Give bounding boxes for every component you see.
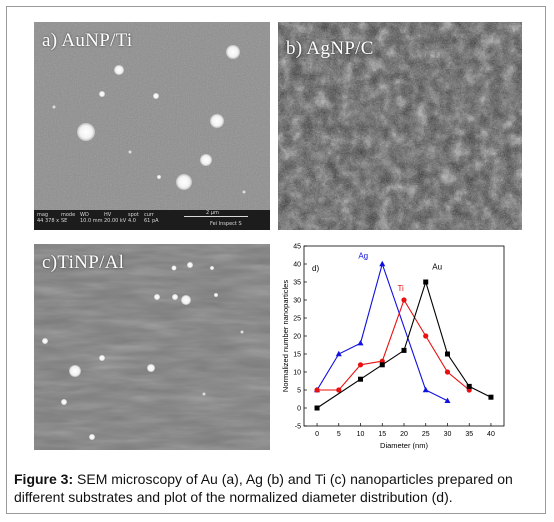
diameter-distribution-chart: 0 5 10 15 20 25 30 35 40 -5 0 5 10 15 20 25 30 35 40 45 Diam…: [276, 238, 516, 460]
x-tick-label: 20: [400, 431, 408, 438]
data-point-au: [379, 362, 385, 368]
sem-image-a-graphic: [34, 22, 270, 230]
info-key: WD: [80, 212, 89, 218]
data-point-au: [314, 405, 320, 411]
y-tick-label: -5: [295, 424, 301, 431]
y-tick-label: 15: [293, 352, 301, 359]
x-tick-label: 15: [378, 431, 386, 438]
x-tick-label: 30: [444, 431, 452, 438]
series-label-ag: Ag: [358, 252, 368, 261]
y-tick-label: 30: [293, 298, 301, 305]
data-point-ti: [423, 333, 429, 339]
x-tick-label: 5: [337, 431, 341, 438]
series-label-ti: Ti: [397, 284, 404, 293]
data-point-ag: [335, 350, 342, 357]
series-line-ti: [317, 298, 470, 391]
data-point-au: [466, 383, 472, 389]
y-tick-label: 0: [297, 406, 301, 413]
x-tick-label: 25: [422, 431, 430, 438]
info-value: 10.0 mm: [80, 218, 103, 224]
data-point-au: [358, 376, 364, 382]
data-point-au: [444, 351, 450, 357]
caption-text: SEM microscopy of Au (a), Ag (b) and Ti …: [14, 471, 513, 505]
caption-label: Figure 3:: [14, 471, 74, 487]
panel-b-label: b) AgNP/C: [286, 38, 374, 59]
data-point-ag: [422, 386, 429, 393]
x-tick-label: 0: [315, 431, 319, 438]
figure-caption: Figure 3: SEM microscopy of Au (a), Ag (…: [14, 470, 538, 506]
y-axis-label: Normalized number nanoparticles: [281, 280, 290, 392]
data-point-au: [401, 347, 407, 353]
sem-info-bar: mag 44 378 x mode SE WD 10.0 mm HV 20.00 kV …: [34, 210, 270, 230]
info-key: mode: [61, 212, 76, 218]
x-tick-label: 40: [487, 431, 495, 438]
data-point-ti: [401, 297, 407, 303]
chart-panel-label: d): [312, 264, 319, 273]
plot-frame: [303, 245, 505, 427]
y-tick-label: 10: [293, 370, 301, 377]
data-point-ag: [444, 397, 451, 403]
data-point-au: [423, 279, 429, 285]
scale-bar: [184, 216, 248, 217]
info-key: spot: [128, 212, 139, 218]
series-line-ag: [316, 262, 448, 402]
scale-label: 2 μm: [206, 210, 219, 216]
info-value: 61 pA: [144, 218, 159, 224]
info-value: SE: [61, 218, 68, 224]
sem-image-c: c)TiNP/Al: [34, 244, 270, 450]
info-key: mag: [37, 212, 49, 218]
x-tick-label: 35: [465, 431, 473, 438]
y-tick-label: 5: [297, 388, 301, 395]
info-key: HV: [104, 212, 112, 218]
x-tick-label: 10: [357, 431, 365, 438]
data-point-au: [488, 394, 494, 400]
y-tick-label: 45: [293, 244, 301, 251]
sem-image-a: a) AuNP/Ti mag 44 378 x mode SE WD 10.0 mm …: [34, 22, 270, 230]
panel-c-label: c)TiNP/Al: [42, 252, 125, 273]
panel-a-label: a) AuNP/Ti: [42, 30, 133, 51]
data-point-ag: [379, 260, 386, 267]
y-tick-label: 20: [293, 334, 301, 341]
series-label-au: Au: [432, 262, 442, 271]
series-line-au: [316, 280, 492, 409]
x-axis-label: Diameter (nm): [380, 441, 428, 450]
data-point-ag: [357, 340, 364, 346]
data-point-ti: [444, 369, 451, 375]
data-point-ti: [314, 387, 320, 393]
instrument-label: Fei Inspect S: [210, 221, 242, 227]
y-tick-label: 25: [293, 316, 301, 323]
chart-svg: 0 5 10 15 20 25 30 35 40 -5 0 5 10 15 20 25 30 35 40 45 Diam…: [281, 244, 505, 450]
data-point-ti: [357, 362, 364, 368]
y-tick-label: 40: [293, 262, 301, 269]
sem-image-b: b) AgNP/C: [278, 22, 522, 230]
info-key: curr: [144, 212, 154, 218]
sem-image-c-graphic: [34, 244, 270, 450]
data-point-ti: [336, 387, 342, 393]
info-value: 20.00 kV: [104, 218, 127, 224]
sem-image-b-graphic: [278, 22, 522, 230]
info-value: 44 378 x: [37, 218, 60, 224]
info-value: 4.0: [128, 218, 136, 224]
y-tick-label: 35: [293, 280, 301, 287]
